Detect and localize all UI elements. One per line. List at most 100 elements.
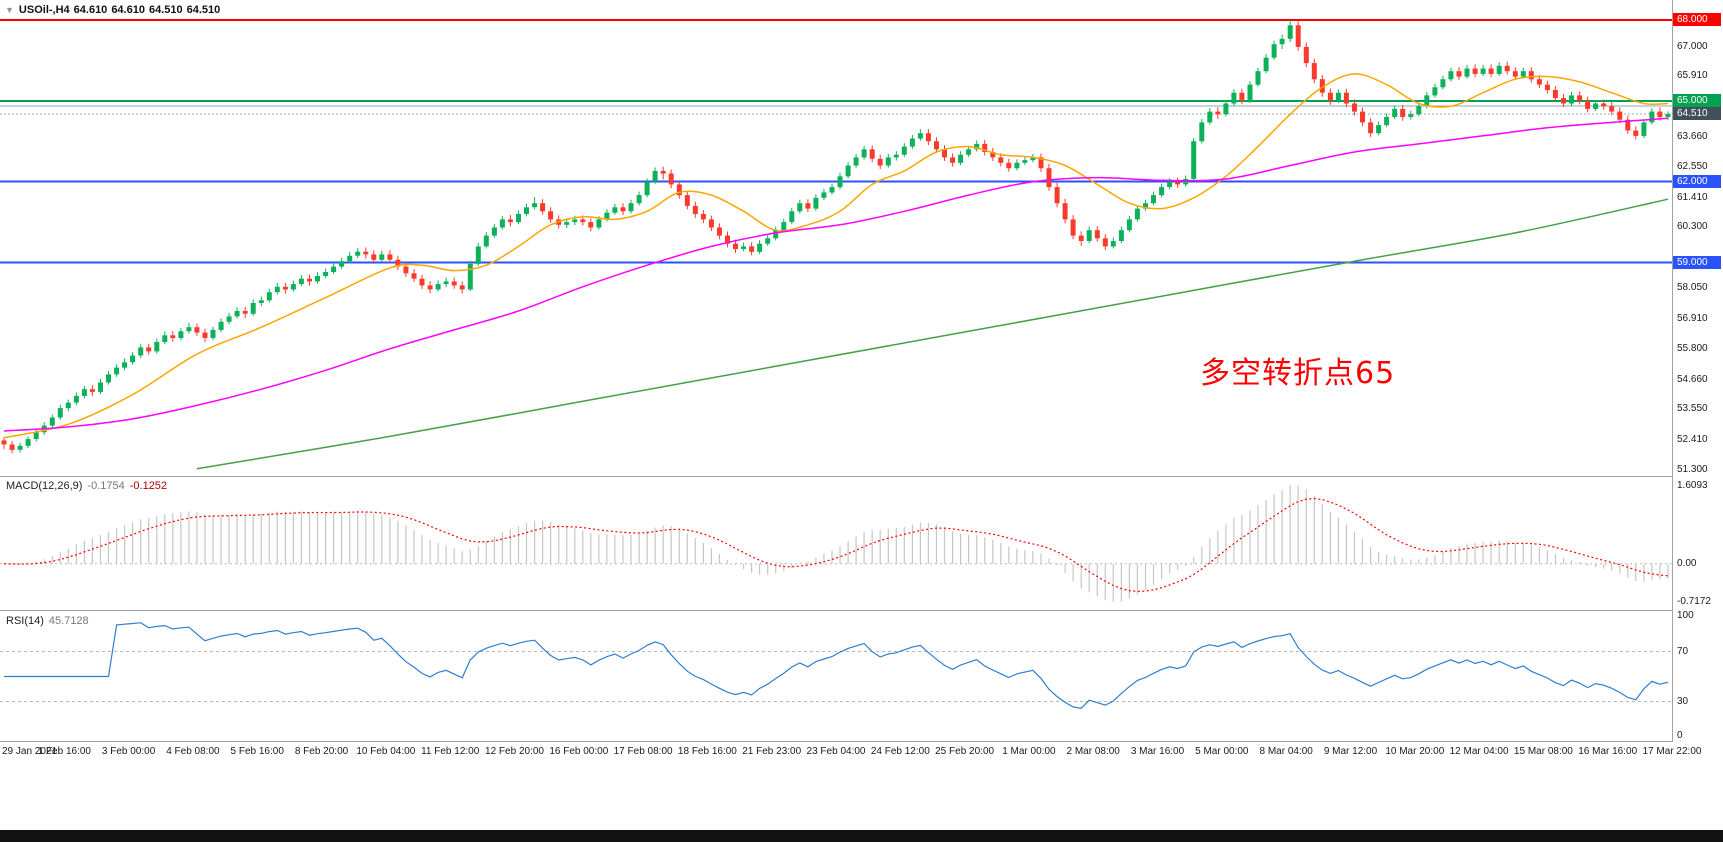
rsi-axis-70: 70 <box>1677 645 1689 657</box>
panel-separator-2[interactable] <box>0 610 1723 611</box>
time-label: 18 Feb 16:00 <box>677 746 737 757</box>
candle-body <box>636 195 642 204</box>
rsi-surface[interactable] <box>0 612 1672 741</box>
price-badge: 59.000 <box>1673 255 1721 269</box>
candle-body <box>1633 130 1639 136</box>
candle-body <box>427 285 433 290</box>
candle-body <box>1255 71 1261 85</box>
candle-body <box>1271 44 1277 58</box>
candle-body <box>797 203 803 212</box>
candle-body <box>1617 111 1623 120</box>
candle-body <box>1601 103 1607 107</box>
candle-body <box>122 362 128 368</box>
candle-body <box>909 138 915 147</box>
time-label: 17 Feb 08:00 <box>613 746 673 757</box>
candle-body <box>1480 68 1486 74</box>
candle-body <box>130 355 136 363</box>
axis-separator <box>1672 0 1673 742</box>
candle-body <box>1183 179 1189 185</box>
panel-separator-1[interactable] <box>0 476 1723 477</box>
candle-body <box>274 286 280 293</box>
candle-body <box>516 214 521 223</box>
candle-body <box>114 367 120 375</box>
candle-body <box>138 347 144 356</box>
candle-body <box>154 342 160 352</box>
candle-body <box>668 173 674 185</box>
candle-body <box>307 278 312 282</box>
candle-body <box>443 281 449 285</box>
candle-body <box>1215 111 1221 115</box>
candle-body <box>917 133 923 139</box>
price-tick-label: 55.800 <box>1677 342 1708 354</box>
candle-body <box>1070 219 1076 236</box>
candle-body <box>1456 71 1462 77</box>
candle-body <box>178 331 184 338</box>
candle-body <box>1464 68 1470 77</box>
rsi-label: RSI(14) 45.7128 <box>6 615 89 627</box>
candle-body <box>379 254 385 260</box>
panel-separator-3 <box>0 741 1723 742</box>
candle-body <box>580 219 586 223</box>
candle-body <box>1528 71 1534 80</box>
candle-body <box>81 389 87 396</box>
time-label: 12 Feb 20:00 <box>485 746 544 757</box>
ma-slow-green <box>196 198 1669 470</box>
candle-body <box>974 143 980 150</box>
candle-body <box>1520 71 1526 77</box>
candle-body <box>507 219 513 223</box>
candle-body <box>1649 111 1655 123</box>
candle-body <box>1504 65 1510 72</box>
price-badge: 64.510 <box>1673 107 1721 120</box>
time-label: 25 Feb 20:00 <box>935 746 995 757</box>
quote-dropdown-icon[interactable]: ▼ <box>5 5 14 15</box>
macd-axis-zero: 0.00 <box>1677 557 1697 569</box>
candle-body <box>186 327 192 332</box>
candle-body <box>596 219 602 228</box>
macd-axis-min: -0.7172 <box>1677 596 1711 607</box>
candle-body <box>893 154 899 158</box>
time-label: 10 Feb 04:00 <box>356 746 416 757</box>
candle-body <box>877 158 883 166</box>
candle-body <box>146 347 152 352</box>
time-label: 5 Mar 00:00 <box>1195 746 1249 757</box>
macd-label: MACD(12,26,9) -0.1754 -0.1252 <box>6 480 167 492</box>
price-tick-label: 62.550 <box>1677 160 1708 172</box>
quote-high: 64.610 <box>111 4 145 16</box>
price-tick-label: 56.910 <box>1677 312 1708 324</box>
time-axis[interactable]: 29 Jan 2021 1 Feb 16:00 3 Feb 00:00 4 Feb 0… <box>0 742 1723 764</box>
macd-value-main: -0.1754 <box>87 480 125 492</box>
price-chart-surface[interactable] <box>0 0 1672 476</box>
candle-body <box>1143 203 1148 209</box>
candle-body <box>982 143 988 152</box>
time-label: 9 Mar 12:00 <box>1323 746 1378 757</box>
candle-body <box>652 170 658 182</box>
candle-body <box>1424 95 1430 107</box>
candle-body <box>1078 235 1084 241</box>
candle-body <box>170 335 176 338</box>
candle-body <box>1279 38 1285 45</box>
time-label: 10 Mar 20:00 <box>1385 746 1445 757</box>
candle-body <box>355 251 361 256</box>
candle-body <box>1223 103 1229 115</box>
time-label: 29 Jan 2021 <box>2 746 58 757</box>
candle-body <box>1110 241 1116 247</box>
candle-body <box>821 192 827 198</box>
candle-body <box>1408 114 1414 117</box>
candle-body <box>1006 162 1012 169</box>
candle-body <box>89 389 95 392</box>
candle-body <box>1512 71 1518 77</box>
candle-body <box>1536 79 1542 85</box>
macd-surface[interactable] <box>0 477 1672 610</box>
time-label: 8 Mar 04:00 <box>1259 746 1313 757</box>
candle-body <box>499 219 505 228</box>
candle-body <box>1014 162 1020 169</box>
price-tick-label: 65.910 <box>1677 70 1708 82</box>
candle-body <box>1239 92 1245 101</box>
candle-body <box>98 382 103 392</box>
candle-body <box>1303 46 1309 64</box>
candle-body <box>1569 95 1574 104</box>
time-label: 16 Feb 00:00 <box>549 746 609 757</box>
candle-body <box>532 203 538 208</box>
candle-body <box>331 266 337 272</box>
price-axis[interactable]: 67.000 65.910 63.660 62.550 61.410 60.300 58.0… <box>1673 0 1723 742</box>
